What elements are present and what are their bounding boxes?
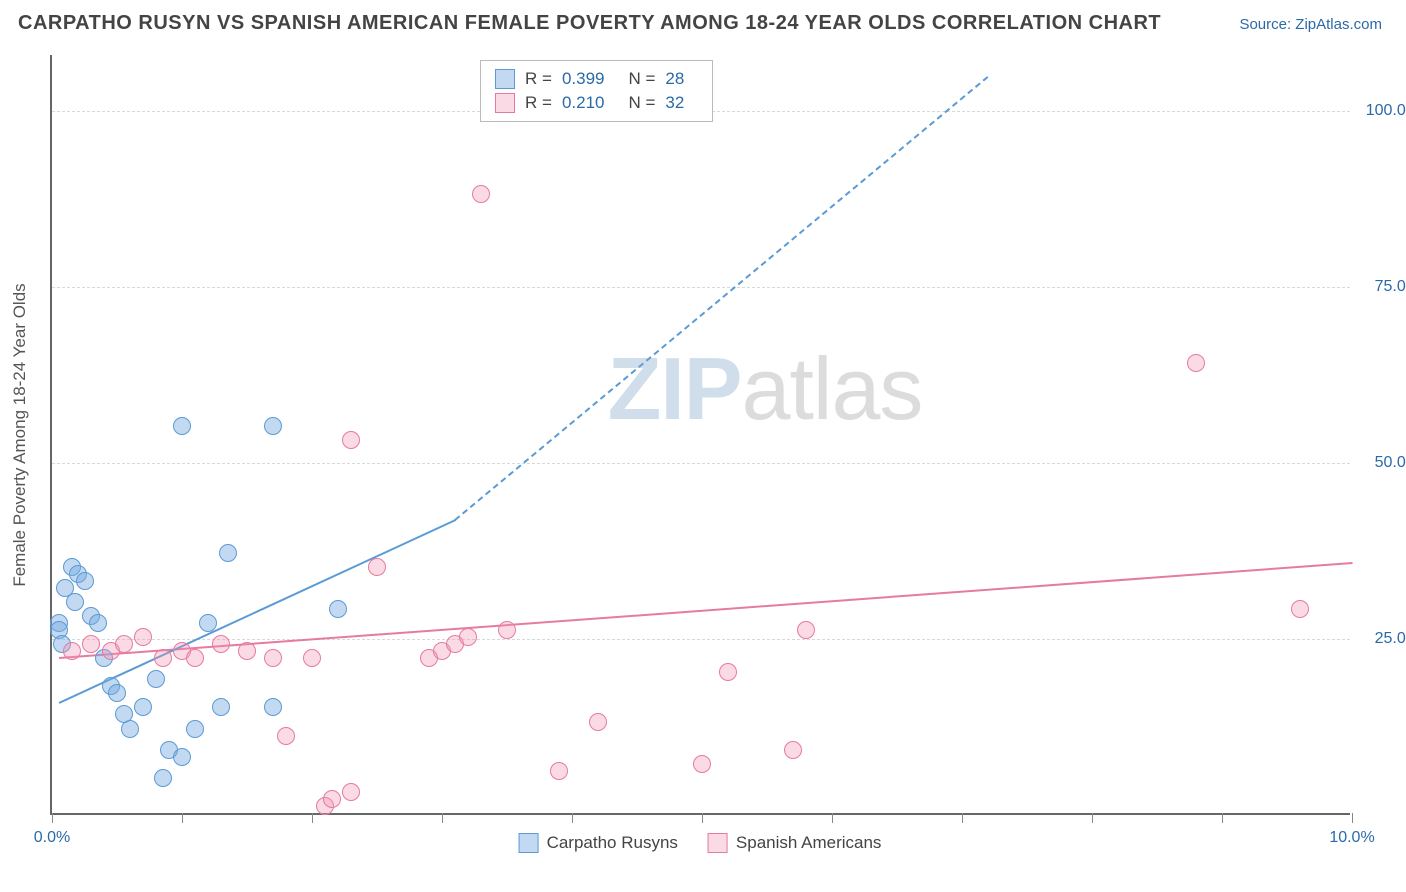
- scatter-point: [1187, 354, 1205, 372]
- scatter-point: [323, 790, 341, 808]
- legend-swatch-icon: [708, 833, 728, 853]
- y-tick-label: 75.0%: [1360, 278, 1406, 296]
- x-tick: [1092, 813, 1093, 823]
- scatter-point: [115, 635, 133, 653]
- chart-title: CARPATHO RUSYN VS SPANISH AMERICAN FEMAL…: [18, 12, 1161, 35]
- x-tick: [572, 813, 573, 823]
- x-tick: [52, 813, 53, 823]
- scatter-point: [63, 642, 81, 660]
- y-tick-label: 25.0%: [1360, 630, 1406, 648]
- x-tick-label: 10.0%: [1329, 829, 1374, 847]
- scatter-point: [693, 755, 711, 773]
- scatter-point: [368, 558, 386, 576]
- scatter-point: [199, 614, 217, 632]
- scatter-point: [89, 614, 107, 632]
- scatter-point: [472, 185, 490, 203]
- legend-item: Spanish Americans: [708, 833, 882, 853]
- scatter-point: [212, 635, 230, 653]
- scatter-point: [238, 642, 256, 660]
- scatter-point: [1291, 600, 1309, 618]
- x-tick: [1222, 813, 1223, 823]
- scatter-point: [264, 649, 282, 667]
- gridline: [52, 287, 1350, 288]
- y-tick-label: 100.0%: [1360, 102, 1406, 120]
- plot-area: Female Poverty Among 18-24 Year Olds 25.…: [50, 55, 1350, 815]
- scatter-point: [173, 417, 191, 435]
- scatter-point: [186, 649, 204, 667]
- x-tick: [182, 813, 183, 823]
- scatter-point: [719, 663, 737, 681]
- scatter-point: [186, 720, 204, 738]
- x-tick: [312, 813, 313, 823]
- x-tick: [962, 813, 963, 823]
- legend-item: Carpatho Rusyns: [519, 833, 678, 853]
- x-tick: [442, 813, 443, 823]
- scatter-point: [82, 635, 100, 653]
- scatter-point: [342, 431, 360, 449]
- scatter-point: [329, 600, 347, 618]
- x-tick: [832, 813, 833, 823]
- trend-line: [58, 520, 455, 705]
- scatter-point: [498, 621, 516, 639]
- y-axis-label: Female Poverty Among 18-24 Year Olds: [10, 283, 30, 586]
- scatter-point: [797, 621, 815, 639]
- y-tick-label: 50.0%: [1360, 454, 1406, 472]
- legend-label: Carpatho Rusyns: [547, 833, 678, 853]
- scatter-point: [76, 572, 94, 590]
- scatter-point: [173, 748, 191, 766]
- scatter-point: [219, 544, 237, 562]
- scatter-point: [784, 741, 802, 759]
- legend-label: Spanish Americans: [736, 833, 882, 853]
- scatter-point: [589, 713, 607, 731]
- scatter-point: [134, 698, 152, 716]
- scatter-point: [121, 720, 139, 738]
- scatter-point: [212, 698, 230, 716]
- correlation-legend: R = 0.399 N = 28 R = 0.210 N = 32: [480, 60, 713, 122]
- gridline: [52, 463, 1350, 464]
- scatter-point: [459, 628, 477, 646]
- scatter-point: [134, 628, 152, 646]
- scatter-point: [550, 762, 568, 780]
- scatter-point: [154, 649, 172, 667]
- gridline: [52, 639, 1350, 640]
- x-tick: [1352, 813, 1353, 823]
- scatter-point: [303, 649, 321, 667]
- trend-line: [454, 76, 988, 521]
- scatter-point: [342, 783, 360, 801]
- scatter-point: [147, 670, 165, 688]
- scatter-point: [277, 727, 295, 745]
- x-tick-label: 0.0%: [34, 829, 70, 847]
- series-legend: Carpatho Rusyns Spanish Americans: [519, 833, 882, 853]
- scatter-point: [264, 698, 282, 716]
- x-tick: [702, 813, 703, 823]
- source-label: Source: ZipAtlas.com: [1239, 16, 1382, 33]
- scatter-point: [154, 769, 172, 787]
- scatter-point: [108, 684, 126, 702]
- legend-swatch-icon: [519, 833, 539, 853]
- scatter-point: [264, 417, 282, 435]
- scatter-point: [66, 593, 84, 611]
